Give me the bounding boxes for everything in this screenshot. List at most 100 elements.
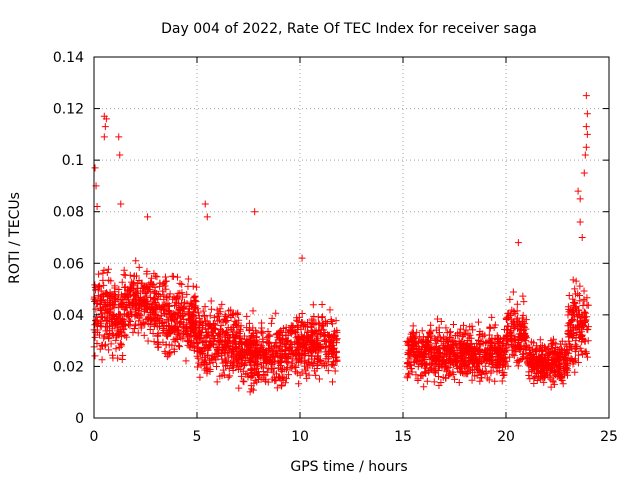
data-point <box>514 356 522 364</box>
data-point <box>408 343 416 351</box>
data-point <box>213 362 221 370</box>
data-point <box>545 373 553 381</box>
data-point <box>151 283 159 291</box>
data-point <box>93 339 101 347</box>
data-point <box>287 326 295 334</box>
data-point <box>271 377 279 385</box>
data-point <box>403 374 411 382</box>
data-point <box>476 377 484 385</box>
data-point <box>460 360 468 368</box>
data-point <box>253 378 261 386</box>
data-point <box>459 321 467 329</box>
data-point <box>184 341 192 349</box>
data-point <box>179 293 187 301</box>
data-point <box>530 374 538 382</box>
data-point <box>207 324 215 332</box>
data-point <box>326 342 334 350</box>
data-point <box>176 312 184 320</box>
data-point <box>418 338 426 346</box>
data-point <box>232 320 240 328</box>
data-point <box>308 320 316 328</box>
data-point <box>566 321 574 329</box>
data-point <box>251 349 259 357</box>
data-point <box>433 315 441 323</box>
data-point <box>528 366 536 374</box>
data-point <box>482 368 490 376</box>
data-point <box>491 377 499 385</box>
data-point <box>499 371 507 379</box>
data-point <box>510 352 518 360</box>
data-point <box>574 311 582 319</box>
data-point <box>494 361 502 369</box>
data-point <box>91 298 99 306</box>
data-point <box>115 133 123 141</box>
data-point <box>225 353 233 361</box>
data-point <box>427 344 435 352</box>
data-point <box>299 335 307 343</box>
data-point <box>100 281 108 289</box>
data-point <box>203 351 211 359</box>
data-point <box>131 296 139 304</box>
data-point <box>451 351 459 359</box>
data-point <box>263 339 271 347</box>
data-point <box>117 200 125 208</box>
data-point <box>147 274 155 282</box>
data-point <box>178 289 186 297</box>
data-point <box>137 320 145 328</box>
data-point <box>564 311 572 319</box>
data-point <box>333 328 341 336</box>
data-point <box>287 350 295 358</box>
data-point <box>550 350 558 358</box>
y-axis-label: ROTI / TECUs <box>7 192 23 284</box>
data-point <box>239 377 247 385</box>
data-point <box>425 367 433 375</box>
data-point <box>550 372 558 380</box>
data-point <box>106 329 114 337</box>
data-point <box>222 348 230 356</box>
data-point <box>316 320 324 328</box>
data-point <box>266 345 274 353</box>
data-point <box>544 364 552 372</box>
data-point <box>487 367 495 375</box>
data-point <box>405 339 413 347</box>
data-point <box>332 348 340 356</box>
data-point <box>574 322 582 330</box>
data-point <box>310 367 318 375</box>
data-point <box>134 307 142 315</box>
data-point <box>268 314 276 322</box>
data-point <box>315 356 323 364</box>
data-point <box>405 355 413 363</box>
data-point <box>176 319 184 327</box>
data-point <box>186 316 194 324</box>
data-point <box>473 364 481 372</box>
data-point <box>329 378 337 386</box>
data-point <box>582 348 590 356</box>
data-point <box>406 351 414 359</box>
data-point <box>492 344 500 352</box>
data-point <box>223 357 231 365</box>
data-point <box>298 309 306 317</box>
data-point <box>101 341 109 349</box>
data-point <box>534 357 542 365</box>
data-point <box>156 279 164 287</box>
data-point <box>532 346 540 354</box>
data-point <box>267 343 275 351</box>
data-point <box>199 307 207 315</box>
data-point <box>193 305 201 313</box>
data-point <box>323 350 331 358</box>
data-point <box>454 357 462 365</box>
data-point <box>418 354 426 362</box>
data-point <box>124 298 132 306</box>
data-point <box>577 320 585 328</box>
data-point <box>240 332 248 340</box>
data-point <box>166 322 174 330</box>
data-point <box>410 340 418 348</box>
data-point <box>417 349 425 357</box>
data-point <box>574 187 582 195</box>
data-point <box>249 386 257 394</box>
data-point <box>584 337 592 345</box>
data-point <box>253 333 261 341</box>
data-point <box>102 316 110 324</box>
data-point <box>230 321 238 329</box>
